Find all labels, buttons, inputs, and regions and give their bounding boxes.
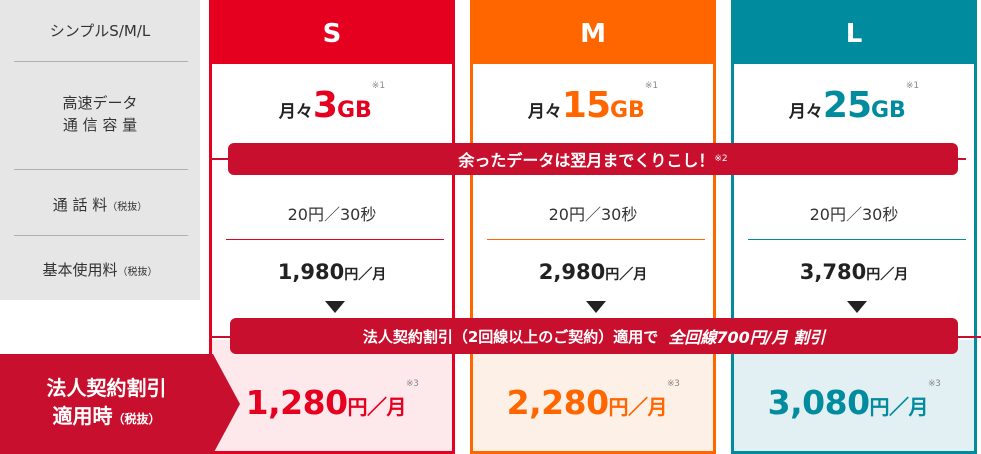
plan-l-data-unit: GB <box>871 98 906 123</box>
plan-l-base-amount: 3,780 <box>799 260 867 284</box>
base-fee-tax-note: （税抜） <box>117 267 158 278</box>
plan-column-l: L 月々25GB※1 20円／30秒 3,780円／月 3,080円／月※3 <box>731 0 977 454</box>
plan-s-discount-price: 1,280円／月 ※3 <box>212 379 452 422</box>
corporate-discount-banner: 法人契約割引（2回線以上のご契約）適用で 全回線700円/月 割引 <box>230 318 958 354</box>
plan-m-discount-amount: 2,280 <box>506 383 609 422</box>
corporate-discount-label-line1: 法人契約割引 <box>46 376 167 400</box>
plan-l-header: L <box>734 3 974 64</box>
plan-m-discount-bg <box>473 340 713 451</box>
plan-s-call-rate: 20円／30秒 <box>287 205 377 224</box>
plan-l-discount-price: 3,080円／月 ※3 <box>734 379 974 422</box>
plan-l-separator <box>748 239 966 240</box>
corporate-discount-label-when: 適用時 <box>52 404 113 428</box>
plan-m-discount-unit: 円／月 <box>608 395 668 419</box>
plan-m-base-amount: 2,980 <box>538 260 606 284</box>
plan-m-data-capacity: 月々15GB ※1 <box>473 81 713 126</box>
rollover-banner-text: 余ったデータは翌月までくりこし！ <box>458 151 715 170</box>
plan-s-discount-unit: 円／月 <box>347 395 407 419</box>
plan-l-data-capacity: 月々25GB ※1 <box>734 81 974 126</box>
plan-m-discount-note: ※3 <box>667 379 680 389</box>
corporate-discount-tax-note: （税抜） <box>112 412 161 426</box>
plan-m-base-unit: 円／月 <box>605 267 648 283</box>
data-capacity-label: 高速データ 通 信 容 量 <box>0 92 200 136</box>
base-fee-label: 基本使用料（税抜） <box>0 259 200 284</box>
plan-m-call-rate: 20円／30秒 <box>548 205 638 224</box>
plan-s-data-unit: GB <box>336 98 372 123</box>
plan-column-s: S 月々3GB※1 20円／30秒 1,980円／月 1,280円／月※3 <box>209 0 455 454</box>
label-divider <box>14 169 188 170</box>
plan-s-base-unit: 円／月 <box>344 267 387 283</box>
plan-s-data-prefix: 月々 <box>278 102 313 122</box>
corporate-banner-text: 法人契約割引（2回線以上のご契約）適用で <box>362 327 659 346</box>
plan-series-label: シンプルS/M/L <box>49 22 151 40</box>
plan-m-discount-price: 2,280円／月 ※3 <box>473 379 713 422</box>
plan-m-data-prefix: 月々 <box>527 102 562 122</box>
plan-l-discount-note: ※3 <box>928 379 941 389</box>
plan-l-data-amount: 25 <box>822 85 872 126</box>
plan-m-base-fee: 2,980円／月 <box>473 260 713 284</box>
plan-l-base-fee: 3,780円／月 <box>734 260 974 284</box>
plan-column-m: M 月々15GB※1 20円／30秒 2,980円／月 2,280円／月※3 <box>470 0 716 454</box>
plan-m-header: M <box>473 3 713 64</box>
plan-s-discount-amount: 1,280 <box>245 383 348 422</box>
plan-s-discount-bg <box>212 340 452 451</box>
plan-m-data-amount: 15 <box>561 85 611 126</box>
plan-l-discount-bg <box>734 340 974 451</box>
base-fee-label-text: 基本使用料 <box>42 261 118 279</box>
plan-l-data-prefix: 月々 <box>788 102 823 122</box>
plan-s-data-capacity: 月々3GB ※1 <box>212 81 452 126</box>
plan-m-data-note: ※1 <box>644 81 659 91</box>
plan-s-data-amount: 3 <box>312 85 338 126</box>
plan-s-header: S <box>212 3 452 64</box>
plan-l-discount-amount: 3,080 <box>767 383 870 422</box>
plan-s-down-arrow-icon <box>325 301 345 313</box>
plan-s-base-fee: 1,980円／月 <box>212 260 452 284</box>
corporate-banner-highlight: 全回線700円/月 割引 <box>668 328 826 347</box>
plan-m-data-unit: GB <box>610 98 645 123</box>
plan-s-base-amount: 1,980 <box>277 260 345 284</box>
plan-l-down-arrow-icon <box>847 301 867 313</box>
rollover-banner-note: ※2 <box>714 154 728 164</box>
discount-arrow-icon <box>213 354 240 454</box>
plan-m-down-arrow-icon <box>586 301 606 313</box>
plan-l-base-unit: 円／月 <box>866 267 909 283</box>
plan-l-call-rate: 20円／30秒 <box>809 205 899 224</box>
corporate-discount-label: 法人契約割引 適用時（税抜） <box>0 354 213 454</box>
call-rate-label-text: 通 話 料 <box>52 196 108 214</box>
plan-s-data-note: ※1 <box>371 81 386 91</box>
plan-m-separator <box>487 239 705 240</box>
rollover-banner: 余ったデータは翌月までくりこし！ ※2 <box>228 143 958 175</box>
label-column <box>0 0 200 300</box>
data-capacity-label-line1: 高速データ <box>62 94 138 112</box>
data-capacity-label-line2: 通 信 容 量 <box>62 116 138 134</box>
call-rate-label: 通 話 料（税抜） <box>0 194 200 219</box>
plan-s-discount-note: ※3 <box>406 379 419 389</box>
label-divider <box>14 235 188 236</box>
corporate-discount-label-line2: 適用時（税抜） <box>0 402 213 433</box>
plan-l-discount-unit: 円／月 <box>869 395 929 419</box>
plan-s-separator <box>226 239 444 240</box>
plan-l-data-note: ※1 <box>905 81 920 91</box>
call-rate-tax-note: （税抜） <box>107 202 148 213</box>
label-divider <box>14 61 188 62</box>
